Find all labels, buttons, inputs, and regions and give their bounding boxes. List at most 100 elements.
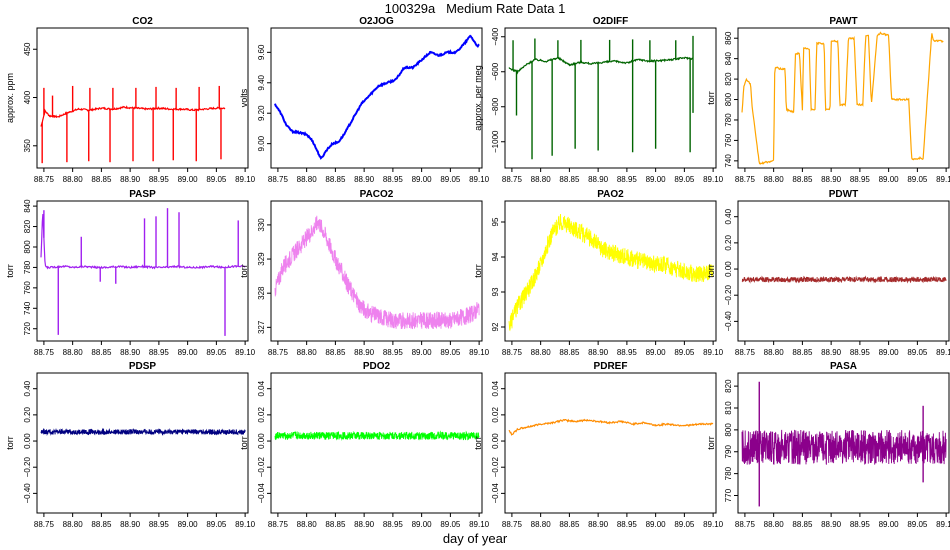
- panel-title-pdsp: PDSP: [129, 361, 157, 372]
- x-tick-label-pdsp-1: 88.80: [63, 520, 84, 529]
- x-tick-label-pdsp-3: 88.90: [120, 520, 141, 529]
- y-axis-label-o2jog: volts: [239, 88, 249, 107]
- x-tick-label-pawt-7: 89.10: [936, 175, 950, 184]
- x-tick-label-pdsp-2: 88.85: [91, 520, 112, 529]
- x-tick-label-pasa-6: 89.05: [907, 520, 928, 529]
- series-band-paco2: [274, 215, 480, 330]
- panel-pawt: PAWT 88.75 88.80 88.85 88.90 88.95 89.00 89.05 8…: [706, 16, 950, 184]
- x-tick-label-pdo2-3: 88.90: [354, 520, 375, 529]
- x-tick-label-pdref-2: 88.85: [559, 520, 580, 529]
- panel-title-pasa: PASA: [830, 361, 857, 372]
- y-tick-label-pasp-3: 780: [23, 260, 32, 274]
- panel-title-pdwt: PDWT: [829, 189, 858, 200]
- y-axis-label-pdwt: torr: [706, 264, 716, 278]
- x-tick-label-pawt-5: 89.00: [879, 175, 900, 184]
- y-axis-label-co2: approx. ppm: [5, 73, 15, 123]
- x-tick-label-pdsp-4: 88.95: [149, 520, 170, 529]
- plot-frame-pawt: [737, 27, 950, 169]
- x-tick-label-pao2-2: 88.85: [559, 348, 580, 357]
- y-tick-label-pasa-0: 770: [724, 488, 733, 502]
- y-axis-label-pawt: torr: [706, 91, 716, 105]
- y-tick-label-pasp-1: 740: [23, 301, 32, 315]
- x-tick-label-co2-7: 89.10: [235, 175, 256, 184]
- y-tick-label-pasp-2: 760: [23, 281, 32, 295]
- plot-frame-pdwt: [737, 200, 950, 342]
- x-tick-label-pawt-3: 88.90: [821, 175, 842, 184]
- panel-title-pdo2: PDO2: [363, 361, 391, 372]
- x-tick-label-pdwt-3: 88.90: [821, 348, 842, 357]
- x-tick-label-pdo2-7: 89.10: [469, 520, 490, 529]
- x-tick-label-pdref-1: 88.80: [531, 520, 552, 529]
- y-tick-label-pdsp-4: 0.40: [23, 380, 32, 396]
- y-tick-label-pao2-3: 95: [491, 217, 500, 226]
- x-tick-label-pawt-0: 88.75: [735, 175, 756, 184]
- x-tick-label-co2-0: 88.75: [34, 175, 55, 184]
- x-tick-label-pdo2-2: 88.85: [325, 520, 346, 529]
- x-tick-label-pawt-1: 88.80: [764, 175, 785, 184]
- x-tick-label-co2-6: 89.05: [206, 175, 227, 184]
- panel-paco2: PACO2 88.75 88.80 88.85 88.90 88.95 89.00 89.05…: [239, 189, 490, 357]
- series-band-pdsp: [40, 427, 246, 437]
- x-tick-label-pawt-4: 88.95: [850, 175, 871, 184]
- y-axis-label-pdsp: torr: [5, 436, 15, 450]
- x-tick-label-pdref-3: 88.90: [588, 520, 609, 529]
- y-tick-label-pasa-3: 800: [724, 423, 733, 437]
- y-tick-label-pdsp-0: −0.40: [23, 483, 32, 504]
- y-tick-label-pasa-4: 810: [724, 401, 733, 415]
- plot-frame-o2diff: [504, 27, 717, 169]
- x-tick-label-pasp-6: 89.05: [206, 348, 227, 357]
- y-tick-label-pasp-0: 720: [23, 322, 32, 336]
- y-tick-label-pao2-1: 93: [491, 287, 500, 296]
- x-tick-label-o2jog-1: 88.80: [297, 175, 318, 184]
- panel-title-pao2: PAO2: [597, 189, 624, 200]
- panel-title-pawt: PAWT: [829, 16, 857, 27]
- panel-pdo2: PDO2 88.75 88.80 88.85 88.90 88.95 89.00 89.05 8…: [239, 361, 490, 529]
- y-tick-label-pdwt-1: −0.20: [724, 285, 733, 306]
- series-line-pawt: [741, 31, 944, 165]
- y-tick-label-pawt-4: 820: [724, 72, 733, 86]
- y-tick-label-pdo2-4: 0.04: [257, 380, 266, 396]
- panel-pasa: PASA 88.75 88.80 88.85 88.90 88.95 89.00 89.05 8…: [706, 361, 950, 529]
- y-tick-label-pasa-2: 790: [724, 445, 733, 459]
- y-tick-label-pasa-1: 780: [724, 466, 733, 480]
- x-tick-label-pao2-3: 88.90: [588, 348, 609, 357]
- x-tick-label-pdref-5: 89.00: [646, 520, 667, 529]
- panel-title-o2diff: O2DIFF: [593, 16, 629, 27]
- x-tick-label-o2jog-4: 88.95: [383, 175, 404, 184]
- x-tick-label-pdwt-0: 88.75: [735, 348, 756, 357]
- x-tick-label-pdwt-6: 89.05: [907, 348, 928, 357]
- x-tick-label-co2-1: 88.80: [63, 175, 84, 184]
- panel-pasp: PASP 88.75 88.80 88.85 88.90 88.95 89.00 89.05 8…: [5, 189, 256, 357]
- x-tick-label-pdo2-5: 89.00: [412, 520, 433, 529]
- x-tick-label-o2diff-4: 88.95: [617, 175, 638, 184]
- y-tick-label-pdwt-4: 0.40: [724, 208, 733, 224]
- panel-title-pasp: PASP: [129, 189, 156, 200]
- x-tick-label-paco2-4: 88.95: [383, 348, 404, 357]
- x-tick-label-o2jog-2: 88.85: [325, 175, 346, 184]
- x-tick-label-paco2-7: 89.10: [469, 348, 490, 357]
- x-tick-label-pasa-2: 88.85: [792, 520, 813, 529]
- y-tick-label-paco2-1: 328: [257, 286, 266, 300]
- y-tick-label-pdwt-0: −0.40: [724, 311, 733, 332]
- x-tick-label-pasp-1: 88.80: [63, 348, 84, 357]
- x-tick-label-pasp-5: 89.00: [178, 348, 199, 357]
- y-tick-label-pdo2-0: −0.04: [257, 483, 266, 504]
- page-title: 100329a Medium Rate Data 1: [384, 1, 566, 16]
- y-tick-label-o2jog-1: 9.20: [257, 105, 266, 121]
- y-tick-label-pawt-6: 860: [724, 31, 733, 45]
- x-tick-label-pao2-0: 88.75: [502, 348, 523, 357]
- x-tick-label-co2-5: 89.00: [178, 175, 199, 184]
- y-tick-label-pdo2-1: −0.02: [257, 457, 266, 478]
- plot-frame-pdo2: [270, 372, 483, 514]
- y-axis-label-pao2: torr: [473, 264, 483, 278]
- y-tick-label-pasp-5: 820: [23, 219, 32, 233]
- panel-title-paco2: PACO2: [360, 189, 394, 200]
- x-tick-label-co2-3: 88.90: [120, 175, 141, 184]
- x-tick-label-pdo2-6: 89.05: [440, 520, 461, 529]
- panel-title-o2jog: O2JOG: [359, 16, 394, 27]
- y-tick-label-pdo2-3: 0.02: [257, 407, 266, 423]
- y-tick-label-pdsp-1: −0.20: [23, 457, 32, 478]
- y-tick-label-pasp-6: 840: [23, 199, 32, 213]
- y-tick-label-pdo2-2: 0.00: [257, 433, 266, 449]
- x-tick-label-o2diff-2: 88.85: [559, 175, 580, 184]
